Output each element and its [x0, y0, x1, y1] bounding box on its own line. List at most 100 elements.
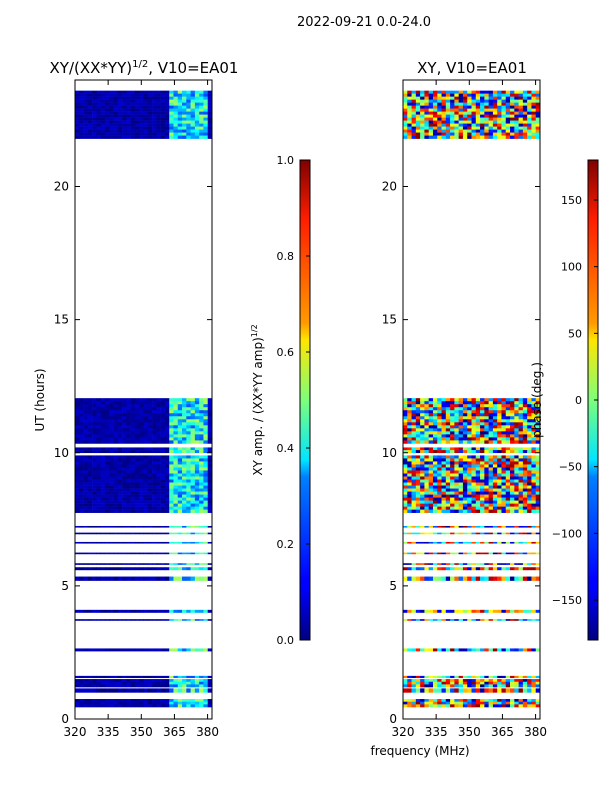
heatmap-cell [467, 470, 472, 474]
heatmap-cell [415, 105, 421, 109]
heatmap-cell [510, 576, 515, 581]
heatmap-cell [173, 567, 179, 571]
heatmap-cell [535, 488, 540, 492]
heatmap-cell [424, 563, 429, 565]
heatmap-cell [186, 488, 191, 492]
heatmap-cell [79, 135, 84, 139]
heatmap-cell [445, 428, 451, 432]
heatmap-cell [104, 413, 110, 417]
heatmap-cell [441, 675, 447, 679]
heatmap-cell [450, 525, 455, 528]
heatmap-cell [139, 422, 144, 426]
heatmap-cell [501, 648, 507, 652]
heatmap-cell [177, 93, 183, 97]
heatmap-cell [96, 90, 101, 94]
heatmap-cell [147, 476, 153, 480]
heatmap-cell [122, 675, 127, 679]
heatmap-cell [104, 675, 110, 679]
heatmap-cell [514, 541, 519, 544]
heatmap-cell [177, 129, 183, 133]
heatmap-cell [432, 419, 438, 423]
heatmap-cell [87, 482, 93, 486]
heatmap-cell [83, 458, 89, 462]
heatmap-cell [104, 491, 110, 495]
heatmap-cell [113, 473, 119, 477]
heatmap-cell [484, 422, 489, 426]
y-tick-label: 15 [54, 313, 69, 327]
heatmap-cell [505, 447, 511, 451]
heatmap-cell [411, 416, 417, 420]
heatmap-cell [100, 447, 106, 451]
heatmap-cell [152, 609, 157, 613]
heatmap-cell [207, 491, 212, 495]
heatmap-cell [194, 679, 200, 683]
heatmap-cell [471, 681, 477, 685]
heatmap-cell [134, 398, 140, 402]
heatmap-cell [79, 470, 84, 474]
heatmap-cell [122, 509, 127, 513]
heatmap-cell [437, 464, 442, 468]
heatmap-cell [79, 704, 84, 708]
heatmap-cell [492, 619, 498, 621]
heatmap-cell [182, 99, 187, 103]
heatmap-cell [492, 567, 498, 571]
heatmap-cell [164, 506, 170, 510]
heatmap-cell [109, 99, 114, 103]
heatmap-cell [143, 476, 149, 480]
heatmap-cell [411, 701, 417, 705]
heatmap-cell [471, 434, 477, 438]
heatmap-cell [134, 437, 140, 441]
heatmap-cell [510, 491, 515, 495]
heatmap-cell [441, 410, 447, 414]
heatmap-cell [424, 675, 429, 679]
heatmap-cell [441, 404, 447, 408]
heatmap-cell [531, 455, 537, 459]
heatmap-cell [501, 494, 507, 498]
heatmap-cell [484, 132, 489, 136]
heatmap-cell [92, 467, 97, 471]
heatmap-cell [407, 576, 412, 581]
heatmap-cell [156, 648, 161, 652]
heatmap-cell [87, 416, 93, 420]
heatmap-cell [87, 704, 93, 708]
heatmap-cell [432, 431, 438, 435]
heatmap-cell [480, 482, 485, 486]
heatmap-cell [411, 479, 417, 483]
heatmap-cell [182, 681, 187, 685]
heatmap-cell [454, 479, 459, 483]
heatmap-cell [437, 96, 442, 100]
heatmap-cell [424, 494, 429, 498]
heatmap-cell [501, 129, 507, 133]
heatmap-cell [139, 437, 144, 441]
heatmap-cell [420, 609, 425, 613]
heatmap-cell [454, 532, 459, 535]
heatmap-cell [450, 114, 455, 118]
heatmap-cell [501, 681, 507, 685]
heatmap-cell [462, 126, 468, 130]
heatmap-cell [177, 675, 183, 679]
heatmap-cell [462, 704, 468, 708]
heatmap-cell [437, 105, 442, 109]
heatmap-cell [428, 401, 434, 405]
heatmap-cell [122, 123, 127, 127]
heatmap-cell [190, 497, 196, 501]
heatmap-cell [182, 416, 187, 420]
heatmap-cell [169, 681, 174, 685]
heatmap-cell [484, 105, 489, 109]
heatmap-cell [441, 401, 447, 405]
heatmap-cell [130, 467, 136, 471]
heatmap-cell [139, 93, 144, 97]
heatmap-cell [424, 129, 429, 133]
heatmap-cell [450, 699, 455, 702]
heatmap-cell [199, 699, 204, 702]
heatmap-cell [122, 563, 127, 565]
heatmap-cell [203, 699, 209, 702]
heatmap-cell [492, 473, 498, 477]
heatmap-cell [126, 461, 131, 465]
heatmap-cell [207, 470, 212, 474]
heatmap-cell [432, 422, 438, 426]
heatmap-cell [126, 455, 131, 459]
heatmap-cell [407, 422, 412, 426]
heatmap-cell [450, 135, 455, 139]
heatmap-cell [117, 440, 123, 444]
